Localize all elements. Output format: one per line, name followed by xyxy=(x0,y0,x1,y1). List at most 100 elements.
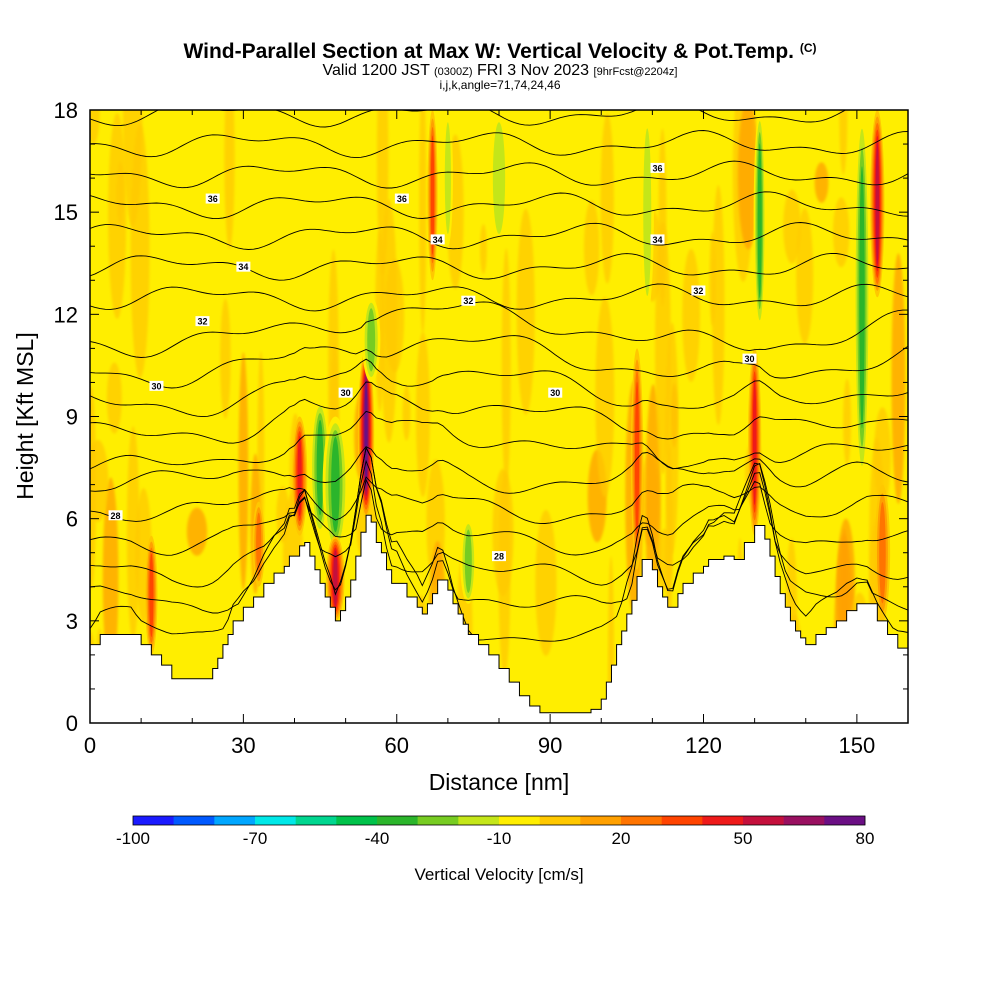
velocity-band xyxy=(364,379,368,488)
svg-text:36: 36 xyxy=(652,163,662,173)
theta-contour-line xyxy=(90,222,908,250)
colorbar-swatch xyxy=(783,816,825,825)
contour-label: 28 xyxy=(108,510,123,521)
velocity-feature xyxy=(145,535,158,655)
y-tick-label: 15 xyxy=(54,200,78,225)
y-axis-title: Height [Kft MSL] xyxy=(12,332,38,499)
texture-patch xyxy=(501,248,511,489)
velocity-band xyxy=(444,122,451,234)
colorbar-swatch xyxy=(743,816,784,825)
colorbar-swatch xyxy=(214,816,256,825)
colorbar-swatch xyxy=(539,816,581,825)
texture-patch xyxy=(415,332,430,498)
svg-text:34: 34 xyxy=(238,262,248,272)
velocity-feature xyxy=(252,501,265,587)
texture-patch xyxy=(584,200,600,296)
velocity-feature xyxy=(853,110,871,485)
velocity-band xyxy=(492,122,506,234)
velocity-band xyxy=(879,502,886,604)
velocity-band xyxy=(367,308,376,372)
velocity-band xyxy=(297,436,302,517)
velocity-band xyxy=(256,512,262,576)
texture-patch xyxy=(891,253,906,504)
velocity-feature xyxy=(357,348,375,519)
texture-patch xyxy=(516,208,535,415)
colorbar-swatch xyxy=(702,816,744,825)
svg-text:32: 32 xyxy=(693,286,703,296)
texture-patch xyxy=(595,296,615,497)
title-block: Wind-Parallel Section at Max W: Vertical… xyxy=(0,36,1000,92)
x-tick-label: 30 xyxy=(231,733,255,758)
x-tick-label: 120 xyxy=(685,733,722,758)
velocity-feature xyxy=(427,110,438,281)
theta-contour-line xyxy=(90,381,908,444)
svg-text:28: 28 xyxy=(111,511,121,521)
colorbar-swatch xyxy=(133,816,174,825)
velocity-band xyxy=(316,419,324,516)
y-tick-label: 0 xyxy=(66,711,78,736)
contour-label: 30 xyxy=(149,380,164,391)
colorbar-tick-label: -40 xyxy=(365,829,390,848)
texture-patch xyxy=(224,110,235,249)
contour-label: 34 xyxy=(650,234,665,245)
theta-contours xyxy=(90,110,908,642)
y-tick-label: 3 xyxy=(66,609,78,634)
title-mark: (C) xyxy=(799,41,817,55)
texture-patch xyxy=(655,221,671,475)
velocity-band xyxy=(149,553,154,638)
colorbar-swatch xyxy=(661,816,703,825)
velocity-feature xyxy=(442,110,453,247)
texture-patch xyxy=(814,162,829,203)
contour-label: 36 xyxy=(205,193,220,204)
texture-patch xyxy=(682,248,700,382)
velocity-feature xyxy=(291,416,308,536)
colorbar-swatch xyxy=(458,816,500,825)
plot-area xyxy=(90,110,908,723)
theta-contour-line xyxy=(90,283,908,312)
colorbar-tick-label: -70 xyxy=(243,829,268,848)
contour-label: 34 xyxy=(430,234,445,245)
theta-contour-line xyxy=(90,446,908,494)
y-tick-label: 9 xyxy=(66,405,78,430)
colorbar-swatch xyxy=(580,816,622,825)
theta-contour-line xyxy=(90,335,908,389)
velocity-band xyxy=(757,143,762,299)
texture-patch xyxy=(419,110,427,334)
contour-label: 36 xyxy=(650,162,665,173)
velocity-feature xyxy=(488,110,510,247)
svg-text:36: 36 xyxy=(397,194,407,204)
colorbar-frame xyxy=(132,815,866,826)
y-tick-label: 12 xyxy=(54,302,78,327)
contour-label: 34 xyxy=(236,261,251,272)
contour-label: 32 xyxy=(461,295,476,306)
texture-patch xyxy=(712,185,725,425)
texture-patch xyxy=(600,113,614,284)
colorbar-tick-label: 20 xyxy=(612,829,631,848)
velocity-feature xyxy=(747,348,762,536)
velocity-band xyxy=(464,529,472,593)
texture-patch xyxy=(737,110,759,250)
svg-text:34: 34 xyxy=(652,235,662,245)
texture-patch xyxy=(123,110,143,227)
svg-text:30: 30 xyxy=(341,388,351,398)
svg-text:30: 30 xyxy=(151,381,161,391)
theta-contour-line xyxy=(90,446,908,614)
velocity-feature xyxy=(753,110,766,332)
subtitle-utc: (0300Z) xyxy=(434,66,473,78)
chart-indices: i,j,k,angle=71,74,24,46 xyxy=(439,78,561,92)
texture-patch xyxy=(535,509,557,656)
chart-title: Wind-Parallel Section at Max W: Vertical… xyxy=(183,40,817,63)
texture-patch xyxy=(220,298,231,419)
subtitle-forecast: [9hrFcst@2204z] xyxy=(593,66,678,78)
velocity-band xyxy=(331,436,340,533)
svg-text:32: 32 xyxy=(197,317,207,327)
texture-patch xyxy=(839,110,848,175)
velocity-feature xyxy=(460,518,477,604)
theta-contour-line xyxy=(90,476,908,524)
contour-label: 32 xyxy=(691,285,706,296)
texture-patch xyxy=(108,112,127,319)
contour-label: 30 xyxy=(548,387,563,398)
colorbar-swatch xyxy=(417,816,459,825)
theta-contour-line xyxy=(90,130,908,159)
